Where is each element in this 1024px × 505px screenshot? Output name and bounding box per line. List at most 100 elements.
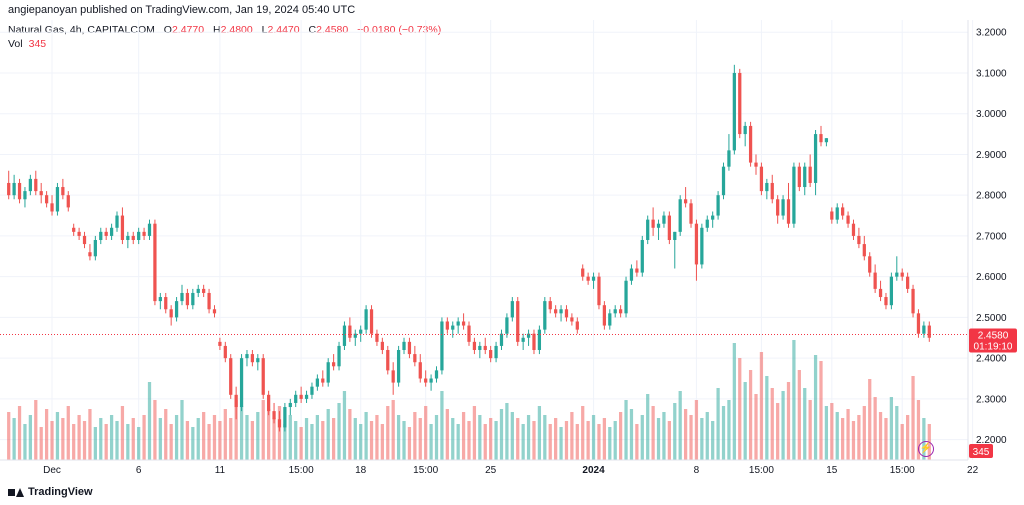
candle-body — [813, 134, 818, 183]
time-tick-label: 15:00 — [890, 465, 915, 476]
candle-body — [635, 268, 639, 273]
volume-bar — [689, 415, 693, 460]
candle-body — [120, 215, 125, 240]
volume-bar — [396, 415, 401, 460]
volume-bar — [516, 418, 520, 460]
candle-body — [505, 317, 509, 334]
volume-bar — [499, 409, 504, 460]
candle-body — [873, 272, 877, 289]
symbol-legend: Natural Gas, 4h, CAPITALCOM O2.4770 H2.4… — [8, 24, 441, 36]
candle-body — [88, 252, 92, 257]
volume-bar — [851, 421, 856, 460]
time-tick-label: 15:00 — [749, 465, 774, 476]
candle-body — [564, 309, 569, 318]
volume-bar — [299, 427, 303, 460]
candle-body — [375, 333, 379, 342]
candle-body — [234, 394, 238, 408]
volume-bar — [478, 415, 482, 460]
candle-body — [23, 191, 27, 200]
candle-body — [364, 309, 368, 330]
volume-bar — [391, 400, 395, 460]
volume-bar — [353, 418, 357, 460]
candle-body — [310, 386, 314, 395]
volume-bar — [223, 409, 227, 460]
volume-bar — [721, 406, 726, 460]
candle-body — [396, 350, 401, 383]
candle-body — [359, 329, 363, 334]
candle-body — [819, 134, 823, 143]
low-label: L — [261, 24, 268, 36]
volume-bar — [44, 409, 49, 460]
volume-value: 345 — [28, 38, 47, 50]
candle-body — [868, 256, 872, 273]
volume-bar — [608, 427, 612, 460]
grid-lines — [0, 20, 974, 460]
candle-body — [283, 407, 287, 428]
price-tick-label: 2.3000 — [976, 394, 1007, 405]
candle-body — [862, 244, 866, 257]
candle-body — [342, 325, 347, 346]
volume-bar — [277, 406, 282, 460]
volume-bar — [234, 400, 238, 460]
volume-bar — [505, 403, 509, 460]
volume-bar — [250, 421, 255, 460]
candle-body — [277, 419, 282, 428]
volume-bar — [315, 415, 319, 460]
candle-body — [34, 178, 38, 192]
volume-bar — [900, 424, 904, 460]
volume-bar — [597, 424, 601, 460]
candle-body — [451, 325, 455, 330]
volume-bar — [841, 418, 845, 460]
volume-bar — [911, 376, 915, 460]
candle-body — [245, 354, 249, 359]
candle-body — [640, 240, 644, 273]
volume-bar — [429, 424, 433, 460]
volume-bar — [212, 415, 217, 460]
candle-body — [927, 325, 931, 338]
candle-body — [380, 341, 384, 350]
candle-body — [72, 227, 76, 232]
volume-bar — [656, 418, 661, 460]
candle-body — [413, 354, 417, 363]
candle-body — [521, 337, 525, 342]
candle-body — [461, 321, 466, 326]
candle-body — [489, 350, 493, 359]
candle-body — [700, 227, 704, 265]
volume-bar — [348, 409, 352, 460]
volume-bar — [310, 424, 314, 460]
volume-bar — [142, 415, 146, 460]
volume-bar — [158, 418, 162, 460]
volume-bar — [288, 415, 292, 460]
candle-body — [321, 378, 325, 383]
candle-body — [207, 292, 211, 310]
candle-body — [624, 280, 628, 314]
candle-body — [721, 166, 726, 196]
candle-body — [851, 223, 856, 236]
price-badge-countdown: 01:19:10 — [974, 342, 1013, 353]
volume-bar — [862, 406, 866, 460]
candle-body — [830, 211, 834, 220]
volume-bar — [418, 418, 422, 460]
volume-bar — [407, 427, 412, 460]
candle-body — [602, 305, 607, 326]
price-axis[interactable]: 2.2000 2.3000 2.4000 2.5000 2.6000 2.7000 2.80… — [976, 28, 1007, 446]
volume-bar — [678, 391, 682, 460]
volume-bar — [776, 403, 780, 460]
open-value: 2.4770 — [171, 24, 205, 36]
volume-bar — [824, 406, 829, 460]
volume-bar — [494, 421, 498, 460]
symbol-title[interactable]: Natural Gas, 4h, CAPITALCOM — [8, 24, 155, 36]
volume-label[interactable]: Vol — [8, 38, 23, 50]
volume-bar — [716, 388, 720, 460]
candle-body — [467, 325, 471, 342]
candle-body — [727, 150, 731, 167]
candle-body — [803, 166, 807, 188]
volume-bar — [331, 418, 336, 460]
lightning-icon[interactable]: ⚡ — [918, 441, 934, 457]
volume-bar — [413, 412, 417, 460]
time-axis[interactable]: Dec 6 11 15:00 18 15:00 25 2024 8 15:00 15 15:00 22 — [43, 465, 978, 476]
volume-bar — [375, 415, 379, 460]
volume-bar — [61, 418, 65, 460]
volume-bar — [591, 415, 596, 460]
